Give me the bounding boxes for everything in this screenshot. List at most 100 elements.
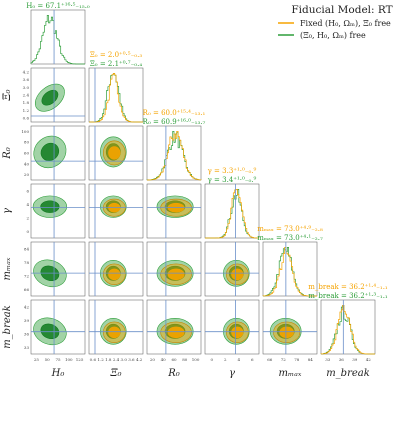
ytick-2-2: 60 (24, 151, 30, 156)
ylabel-1: Ξ₀ (2, 89, 13, 101)
hist-orange-3 (205, 189, 259, 239)
ytick-4-0: 66 (24, 287, 30, 292)
xtick-1-6: 4.2 (136, 357, 143, 362)
xtick-1-0: 0.6 (90, 357, 97, 362)
ytick-2-4: 100 (21, 129, 29, 134)
legend: Fixed (H₀, Ωₘ), Ξ₀ free (Ξ₀, H₀, Ωₘ) fre… (278, 19, 391, 40)
annotation-4-0: mₘₐₓ = 73.0⁺⁴·⁹₋₂.₈ (257, 225, 323, 233)
xlabel-4: mₘₐₓ (279, 368, 302, 379)
annotation-2-1: R₀ = 60.9⁺¹⁶·⁰₋₁₃.₇ (143, 118, 206, 126)
hist-orange-2 (147, 131, 202, 181)
chart-title: Fiducial Model: RT (291, 4, 392, 16)
xtick-5-1: 36 (339, 357, 345, 362)
xtick-4-0: 66 (267, 357, 273, 362)
ytick-1-6: 4.2 (23, 69, 30, 74)
ylabel-5: m_break (2, 305, 13, 349)
contour-orange-inner-4-3 (231, 268, 244, 281)
annotation-1-0: Ξ₀ = 2.0⁺⁰·⁵₋₀.₃ (90, 51, 142, 59)
xtick-0-2: 75 (55, 357, 61, 362)
panel-frame-5-5 (320, 299, 376, 355)
xtick-4-3: 84 (308, 357, 314, 362)
contour-orange-inner-4-1 (108, 268, 121, 281)
xtick-2-3: 80 (182, 357, 188, 362)
ytick-2-3: 80 (24, 140, 30, 145)
xtick-0-0: 25 (34, 357, 40, 362)
xlabel-5: m_break (326, 368, 370, 379)
xlabel-3: γ (229, 368, 235, 379)
hist-orange-5 (320, 305, 375, 355)
xtick-4-1: 72 (281, 357, 287, 362)
ylabel-3: γ (2, 208, 13, 214)
xtick-5-3: 42 (366, 357, 372, 362)
xtick-1-4: 3.0 (121, 357, 128, 362)
contour-orange-inner-5-4 (279, 326, 294, 339)
ytick-3-2: 4 (26, 202, 29, 207)
legend-label-green: (Ξ₀, H₀, Ωₘ) free (300, 31, 366, 40)
xtick-0-4: 125 (76, 357, 84, 362)
panel-frame-4-0 (30, 241, 86, 297)
xtick-1-1: 1.2 (97, 357, 104, 362)
ylabel-2: R₀ (2, 147, 13, 160)
ytick-5-1: 36 (24, 331, 30, 336)
ytick-1-2: 1.8 (23, 100, 30, 105)
xtick-1-5: 3.6 (128, 357, 135, 362)
ytick-1-3: 2.4 (23, 93, 30, 98)
annotation-2-0: R₀ = 60.0⁺¹⁵·⁴₋₁₃.₁ (143, 109, 206, 117)
legend-label-orange: Fixed (H₀, Ωₘ), Ξ₀ free (300, 19, 391, 28)
ytick-3-3: 6 (26, 188, 29, 193)
xtick-3-0: 0 (210, 357, 213, 362)
xtick-0-3: 100 (65, 357, 73, 362)
xtick-2-1: 40 (161, 357, 167, 362)
contour-orange-inner-4-2 (167, 268, 185, 281)
annotation-5-0: m_break = 36.2⁺¹·⁴₋₁.₁ (308, 283, 388, 291)
xtick-1-2: 1.8 (105, 357, 112, 362)
ytick-4-2: 78 (24, 260, 30, 265)
ytick-1-0: 0.6 (23, 116, 30, 121)
xtick-0-1: 50 (45, 357, 51, 362)
ytick-5-2: 39 (24, 318, 30, 323)
ytick-1-1: 1.2 (23, 108, 30, 113)
xtick-2-0: 20 (150, 357, 156, 362)
ytick-5-3: 42 (24, 304, 30, 309)
panel-frame-3-0 (30, 183, 86, 239)
ytick-3-1: 2 (26, 215, 29, 220)
contour-orange-inner-5-2 (167, 326, 185, 339)
annotation-3-0: γ = 3.3⁺¹·⁰₋₀.⁹ (208, 167, 257, 175)
panel-frame-0-0 (30, 9, 86, 65)
ytick-2-1: 40 (24, 161, 30, 166)
xtick-1-3: 2.4 (113, 357, 120, 362)
xtick-3-1: 2 (224, 357, 227, 362)
panels-layer (30, 9, 376, 355)
hist-orange-4 (262, 247, 317, 297)
ytick-5-0: 33 (24, 345, 30, 350)
xlabel-0: H₀ (51, 368, 65, 379)
xtick-5-2: 39 (352, 357, 358, 362)
ytick-1-4: 3.0 (23, 85, 30, 90)
ylabel-4: mₘₐₓ (2, 257, 13, 280)
annotation-0-0: H₀ = 67.1⁺¹⁶·⁵₋₁₅.₀ (26, 2, 90, 10)
xtick-3-3: 6 (251, 357, 254, 362)
xtick-5-0: 33 (325, 357, 331, 362)
contour-orange-inner-2-1 (108, 146, 121, 160)
xlabel-1: Ξ₀ (109, 368, 121, 379)
xlabel-2: R₀ (167, 368, 180, 379)
xtick-2-2: 60 (171, 357, 177, 362)
panel-frame-4-4 (262, 241, 318, 297)
xtick-2-4: 100 (192, 357, 200, 362)
contour-orange-inner-5-1 (108, 326, 121, 339)
ytick-2-0: 20 (24, 172, 30, 177)
annotation-4-1: mₘₐₓ = 73.0⁺⁴·¹₋₂.₇ (257, 234, 323, 242)
panel-frame-3-1 (88, 183, 144, 239)
hist-green-0 (30, 15, 85, 65)
ytick-3-0: 0 (26, 229, 29, 234)
contour-orange-inner-5-3 (231, 326, 244, 339)
ytick-1-5: 3.6 (23, 77, 30, 82)
annotation-1-1: Ξ₀ = 2.1⁺⁰·⁷₋₀.₄ (90, 60, 142, 68)
hist-orange-1 (89, 73, 143, 123)
xtick-4-2: 78 (294, 357, 300, 362)
annotation-5-1: m_break = 36.2⁺¹·³₋₁.₁ (308, 292, 388, 300)
annotation-3-1: γ = 3.4⁺¹·⁰₋₀.⁹ (208, 176, 257, 184)
xtick-3-2: 4 (237, 357, 240, 362)
